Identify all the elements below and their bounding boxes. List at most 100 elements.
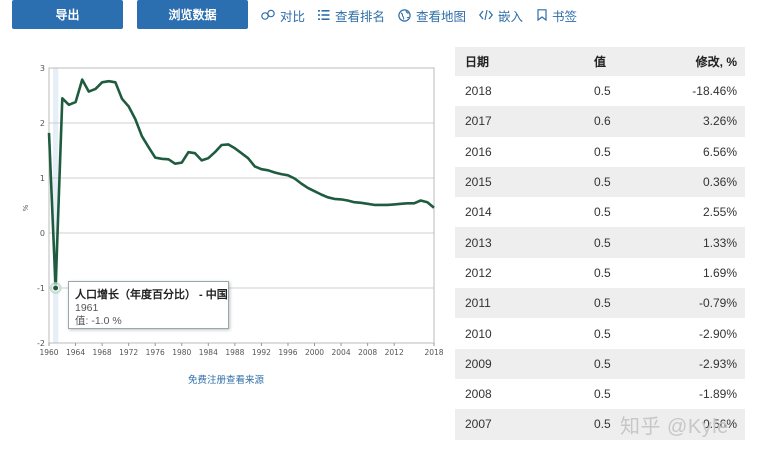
cell-change: -18.46% <box>692 84 737 99</box>
bookmark-label: 书签 <box>552 9 578 24</box>
table-row: 2017 0.6 3.26% <box>455 106 745 137</box>
cell-date: 2016 <box>465 144 492 159</box>
cell-date: 2013 <box>465 235 492 250</box>
x-tick-label: 2008 <box>358 348 377 357</box>
browse-data-button[interactable]: 浏览数据 <box>137 0 248 29</box>
map-label: 查看地图 <box>416 9 467 24</box>
map-link[interactable]: 查看地图 <box>398 6 466 24</box>
chart-tooltip: 人口增长（年度百分比） - 中国 1961 值: -1.0 % <box>68 281 229 329</box>
cell-change: -1.89% <box>698 387 737 402</box>
y-tick-label: 2 <box>40 119 45 128</box>
cell-date: 2008 <box>465 387 492 402</box>
cell-date: 2015 <box>465 175 492 190</box>
cell-value: 0.5 <box>594 356 611 371</box>
export-button[interactable]: 导出 <box>12 0 123 29</box>
cell-value: 0.5 <box>594 144 611 159</box>
x-tick-label: 1980 <box>172 348 191 357</box>
x-tick-label: 2018 <box>424 348 443 357</box>
cell-value: 0.5 <box>594 265 611 280</box>
cell-value: 0.5 <box>594 175 611 190</box>
tooltip-title: 人口增长（年度百分比） - 中国 <box>75 289 228 301</box>
x-tick-label: 1968 <box>93 348 112 357</box>
toolbar: 导出 浏览数据 对比 查看排名 查看地图 嵌入 书签 <box>0 0 758 30</box>
x-tick-label: 1972 <box>119 348 138 357</box>
ranking-label: 查看排名 <box>335 9 386 24</box>
table-header: 日期 值 修改, % <box>455 47 745 76</box>
x-tick-label: 1996 <box>278 348 297 357</box>
cell-change: -0.79% <box>698 296 737 311</box>
cell-value: 0.5 <box>594 296 611 311</box>
hover-band <box>52 68 59 343</box>
cell-date: 2018 <box>465 84 492 99</box>
cell-date: 2014 <box>465 205 492 220</box>
cell-date: 2017 <box>465 114 492 129</box>
data-point <box>52 284 60 292</box>
table-row: 2011 0.5 -0.79% <box>455 288 745 319</box>
cell-change: 2.55% <box>702 205 737 220</box>
register-source-link[interactable]: 免费注册查看来源 <box>188 375 265 386</box>
cell-value: 0.5 <box>594 84 611 99</box>
cell-change: -2.90% <box>698 326 737 341</box>
bookmark-icon <box>537 9 547 21</box>
cell-change: 3.26% <box>702 114 737 129</box>
cell-value: 0.5 <box>594 417 611 432</box>
cell-date: 2011 <box>465 296 491 311</box>
table-row: 2014 0.5 2.55% <box>455 197 745 227</box>
plot-frame <box>48 67 435 344</box>
x-tick-label: 2000 <box>305 348 324 357</box>
cell-change: 6.56% <box>702 144 737 159</box>
compare-label: 对比 <box>280 9 306 24</box>
series-line <box>47 78 435 290</box>
watermark: 知乎 @Kyle <box>620 416 729 438</box>
globe-icon <box>398 8 411 22</box>
embed-label: 嵌入 <box>498 9 524 24</box>
data-table: 日期 值 修改, % 2018 0.5 -18.46% 2017 0.6 3.26% 201… <box>455 47 745 440</box>
chart-svg: 3 2 1 0 -1 -2% 1960 1964 1968 1972 1976 1980 1984 198… <box>22 64 444 357</box>
table-row: 2013 0.5 1.33% <box>455 227 745 258</box>
cell-change: 1.33% <box>702 235 737 250</box>
embed-code-icon <box>479 9 493 21</box>
table-row: 2012 0.5 1.69% <box>455 258 745 288</box>
cell-change: 1.69% <box>702 265 737 280</box>
compare-link[interactable]: 对比 <box>261 6 305 24</box>
header-change[interactable]: 修改, % <box>695 55 737 69</box>
cell-date: 2009 <box>465 356 492 371</box>
tooltip-year: 1961 <box>75 302 99 314</box>
ranking-link[interactable]: 查看排名 <box>318 6 385 24</box>
cell-value: 0.5 <box>594 387 611 402</box>
cell-value: 0.5 <box>594 326 611 341</box>
cell-change: 0.36% <box>702 175 737 190</box>
bookmark-link[interactable]: 书签 <box>537 6 577 24</box>
cell-change: 0.56% <box>702 417 737 432</box>
table-body: 2018 0.5 -18.46% 2017 0.6 3.26% 2016 0.5 6.56% 20… <box>455 76 745 440</box>
table-row: 2007 0.5 0.56% <box>455 409 745 440</box>
table-row: 2016 0.5 6.56% <box>455 137 745 167</box>
y-tick-label: -1 <box>37 284 45 293</box>
table-row: 2009 0.5 -2.93% <box>455 348 745 379</box>
population-growth-chart: 3 2 1 0 -1 -2% 1960 1964 1968 1972 1976 1980 1984 198… <box>0 48 450 393</box>
cell-value: 0.5 <box>594 205 611 220</box>
table-row: 2018 0.5 -18.46% <box>455 76 745 106</box>
x-tick-label: 1964 <box>66 348 85 357</box>
y-tick-label: -2 <box>37 339 45 348</box>
x-tick-label: 1992 <box>252 348 271 357</box>
cell-value: 0.6 <box>594 114 611 129</box>
cell-date: 2007 <box>465 417 492 432</box>
ranking-list-icon <box>318 10 330 20</box>
y-tick-label: 3 <box>40 64 45 73</box>
x-tick-label: 1960 <box>39 348 58 357</box>
header-date[interactable]: 日期 <box>465 55 490 69</box>
y-tick-label: 1 <box>40 174 45 183</box>
cell-change: -2.93% <box>698 356 737 371</box>
cell-date: 2012 <box>465 265 492 280</box>
table-row: 2010 0.5 -2.90% <box>455 318 745 348</box>
embed-link[interactable]: 嵌入 <box>479 6 523 24</box>
x-tick-label: 1976 <box>146 348 165 357</box>
x-tick-label: 2012 <box>385 348 404 357</box>
x-tick-label: 1984 <box>199 348 218 357</box>
tooltip-value: 值: -1.0 % <box>75 315 122 327</box>
header-value[interactable]: 值 <box>594 55 607 69</box>
y-axis-label: % <box>22 204 30 211</box>
y-tick-label: 0 <box>40 229 45 238</box>
table-row: 2015 0.5 0.36% <box>455 166 745 198</box>
